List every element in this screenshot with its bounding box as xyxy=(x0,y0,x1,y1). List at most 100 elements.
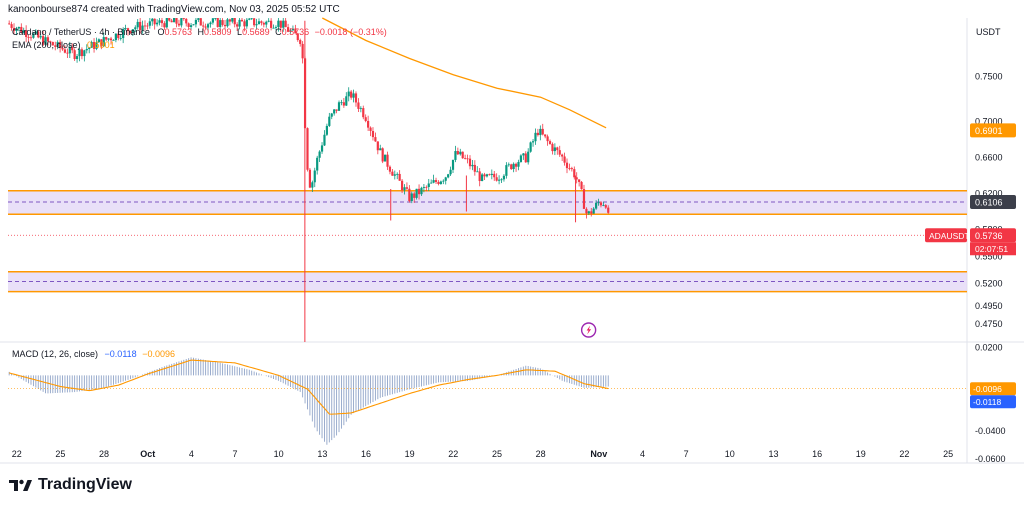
candle-21 xyxy=(58,41,62,48)
candle-224 xyxy=(551,143,554,152)
brand-name: TradingView xyxy=(38,476,132,493)
candle-216 xyxy=(531,141,535,143)
candle-40 xyxy=(105,37,108,40)
candle-177 xyxy=(437,182,440,184)
macd-tick-0.0200: 0.0200 xyxy=(975,343,1003,353)
candle-63 xyxy=(160,20,164,24)
candle-53 xyxy=(136,21,139,28)
candle-217 xyxy=(534,132,537,142)
candle-8 xyxy=(27,36,30,38)
candle-186 xyxy=(459,151,462,155)
candle-65 xyxy=(165,18,168,28)
candle-7 xyxy=(25,30,28,37)
candle-183 xyxy=(451,159,455,170)
candle-174 xyxy=(430,182,433,184)
candle-241 xyxy=(592,208,595,214)
candle-152 xyxy=(376,141,379,151)
candle-173 xyxy=(427,183,430,188)
candle-18 xyxy=(51,42,54,46)
candle-125 xyxy=(311,182,314,188)
candle-238 xyxy=(585,208,588,214)
candle-220 xyxy=(541,128,544,135)
candle-9 xyxy=(29,37,33,39)
candle-86 xyxy=(216,18,219,27)
candle-90 xyxy=(226,19,229,27)
time-tick-25-11: 25 xyxy=(492,449,502,459)
candle-196 xyxy=(483,174,486,177)
symbol-title[interactable]: Cardano / TetherUS · 4h · Binance xyxy=(12,27,150,37)
candle-47 xyxy=(122,29,125,39)
ema-legend[interactable]: EMA (200, close) 0.6901 xyxy=(12,40,115,50)
last-price-badge-text: 0.5736 xyxy=(975,231,1003,241)
candle-67 xyxy=(170,20,173,23)
candle-203 xyxy=(500,179,503,181)
candle-94 xyxy=(236,24,239,27)
candle-159 xyxy=(393,174,396,176)
time-tick-16-8: 16 xyxy=(361,449,371,459)
candle-209 xyxy=(514,163,518,167)
candle-119 xyxy=(296,33,299,41)
candle-3 xyxy=(15,28,18,31)
candle-49 xyxy=(126,28,130,31)
currency-label: USDT xyxy=(976,27,1001,37)
candle-208 xyxy=(512,163,515,170)
macd-value-badge xyxy=(970,395,1016,409)
open-label: O xyxy=(157,27,165,37)
candle-163 xyxy=(403,187,406,191)
macd-label: MACD (12, 26, close) xyxy=(12,349,99,359)
candle-223 xyxy=(548,141,552,144)
macd-legend[interactable]: MACD (12, 26, close) −0.0118 −0.0096 xyxy=(12,349,175,359)
candle-175 xyxy=(432,180,435,183)
price-legend: Cardano / TetherUS · 4h · Binance O0.576… xyxy=(12,27,387,37)
price-tick-0.5200: 0.5200 xyxy=(975,279,1003,289)
candle-230 xyxy=(565,162,569,169)
candle-236 xyxy=(580,181,583,190)
candle-192 xyxy=(473,164,476,172)
candle-31 xyxy=(83,50,86,57)
candle-151 xyxy=(374,137,377,142)
candle-247 xyxy=(607,207,610,213)
candle-106 xyxy=(265,21,268,25)
tradingview-brand[interactable]: TradingView xyxy=(9,476,132,494)
candle-143 xyxy=(354,93,358,103)
candle-205 xyxy=(505,165,508,176)
price-tick-0.6200: 0.6200 xyxy=(975,189,1003,199)
candle-222 xyxy=(546,136,549,142)
candle-29 xyxy=(78,49,81,57)
candle-107 xyxy=(267,20,270,22)
close-value: 0.5736 xyxy=(281,27,310,37)
candle-129 xyxy=(320,145,324,152)
candle-75 xyxy=(189,25,193,27)
time-tick-13-7: 13 xyxy=(317,449,327,459)
candle-235 xyxy=(578,179,581,182)
candle-221 xyxy=(544,134,547,137)
candle-43 xyxy=(112,40,115,41)
candle-118 xyxy=(294,28,297,34)
time-tick-19-9: 19 xyxy=(405,449,415,459)
candle-61 xyxy=(156,22,159,25)
ema-value-badge xyxy=(970,123,1016,138)
candle-117 xyxy=(291,28,295,31)
candle-69 xyxy=(175,18,178,24)
candle-116 xyxy=(289,30,292,32)
candle-233 xyxy=(573,169,576,178)
candle-184 xyxy=(454,151,457,160)
candle-229 xyxy=(563,156,566,163)
candle-76 xyxy=(192,24,195,26)
low-value: 0.5689 xyxy=(242,27,270,37)
candle-122 xyxy=(303,58,307,129)
time-tick-22-20: 22 xyxy=(899,449,909,459)
candle-58 xyxy=(148,21,151,26)
candle-93 xyxy=(233,18,236,25)
candle-215 xyxy=(529,142,532,152)
candle-19 xyxy=(54,45,57,47)
candle-5 xyxy=(20,26,23,33)
candle-111 xyxy=(277,20,280,27)
candle-188 xyxy=(464,158,467,160)
high-label: H xyxy=(197,27,205,37)
candle-211 xyxy=(519,155,523,162)
candle-141 xyxy=(350,91,353,98)
candle-55 xyxy=(141,25,144,31)
